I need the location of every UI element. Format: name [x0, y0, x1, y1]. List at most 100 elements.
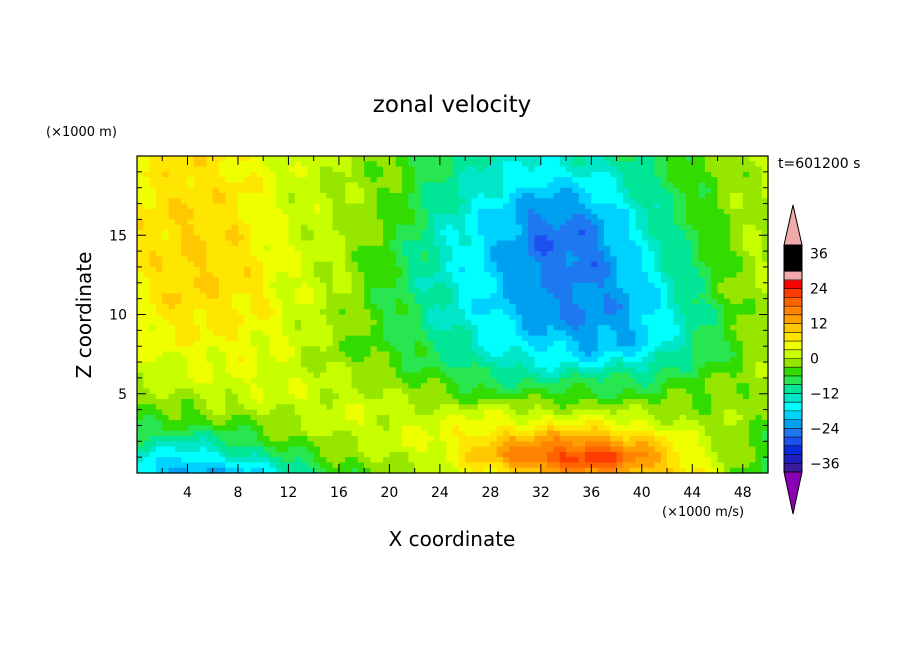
field-cell [446, 203, 454, 210]
field-cell [496, 409, 504, 416]
field-cell [338, 367, 346, 374]
field-cell [219, 288, 226, 294]
field-cell [427, 393, 435, 400]
field-cell [219, 198, 226, 205]
field-cell [427, 245, 435, 252]
field-cell [641, 156, 649, 162]
field-cell [458, 356, 466, 363]
field-cell [288, 399, 296, 405]
field-cell [749, 198, 756, 205]
field-cell [200, 383, 208, 390]
field-cell [244, 240, 252, 247]
field-cell [471, 214, 479, 220]
field-cell [446, 214, 454, 220]
field-cell [553, 362, 561, 368]
field-cell [332, 177, 340, 184]
field-cell [553, 272, 561, 279]
field-cell [237, 377, 245, 384]
field-cell [149, 182, 157, 189]
field-cell [168, 414, 176, 421]
field-cell [635, 208, 643, 215]
field-cell [755, 182, 763, 189]
field-cell [275, 192, 283, 199]
field-cell [641, 177, 649, 184]
field-cell [149, 214, 157, 220]
field-cell [723, 409, 731, 416]
field-cell [496, 309, 504, 316]
field-cell [155, 192, 163, 199]
field-cell [181, 182, 189, 189]
field-cell [408, 166, 416, 173]
field-cell [603, 208, 611, 215]
field-cell [174, 256, 182, 263]
field-cell [490, 219, 498, 226]
field-cell [629, 309, 637, 316]
field-cell [591, 314, 599, 321]
field-cell [761, 166, 769, 173]
field-cell [648, 208, 656, 215]
field-cell [225, 187, 233, 194]
field-cell [698, 229, 706, 236]
field-cell [629, 346, 637, 353]
field-cell [641, 309, 649, 316]
field-cell [433, 277, 441, 284]
field-cell [402, 219, 409, 226]
field-cell [496, 372, 504, 379]
field-cell [730, 182, 738, 189]
field-cell [685, 261, 693, 268]
field-cell [528, 367, 536, 374]
field-cell [427, 156, 435, 162]
field-cell [458, 192, 466, 199]
field-cell [288, 187, 296, 194]
field-cell [288, 362, 296, 368]
field-cell [528, 272, 536, 279]
field-cell [692, 335, 700, 342]
field-cell [149, 251, 157, 257]
field-cell [458, 229, 466, 236]
field-cell [231, 166, 239, 173]
field-cell [345, 335, 353, 342]
field-cell [723, 325, 731, 331]
field-cell [395, 192, 403, 199]
field-cell [408, 177, 416, 184]
field-cell [143, 383, 151, 390]
field-cell [465, 187, 473, 194]
field-cell [376, 340, 384, 347]
field-cell [174, 293, 182, 300]
field-cell [654, 224, 662, 231]
field-cell [237, 409, 245, 416]
field-cell [345, 377, 353, 384]
field-cell [685, 314, 693, 321]
field-cell [383, 245, 390, 252]
field-cell [591, 404, 599, 411]
field-cell [685, 367, 693, 374]
field-cell [730, 325, 738, 331]
field-cell [212, 346, 220, 353]
field-cell [162, 177, 170, 184]
field-cell [603, 187, 611, 194]
field-cell [540, 203, 548, 210]
field-cell [547, 372, 555, 379]
field-cell [610, 177, 618, 184]
field-cell [667, 393, 674, 400]
field-cell [629, 393, 637, 400]
field-cell [155, 314, 163, 321]
field-cell [660, 314, 668, 321]
field-cell [376, 256, 384, 263]
field-cell [137, 356, 144, 363]
field-cell [193, 187, 201, 194]
field-cell [225, 309, 233, 316]
field-cell [162, 229, 170, 236]
field-cell [660, 161, 668, 168]
field-cell [420, 414, 428, 421]
field-cell [585, 161, 592, 168]
field-cell [585, 409, 592, 416]
field-cell [193, 346, 201, 353]
field-cell [755, 171, 763, 178]
field-cell [338, 245, 346, 252]
field-cell [496, 367, 504, 374]
field-cell [496, 298, 504, 305]
field-cell [237, 156, 245, 162]
field-cell [200, 372, 208, 379]
field-cell [433, 240, 441, 247]
